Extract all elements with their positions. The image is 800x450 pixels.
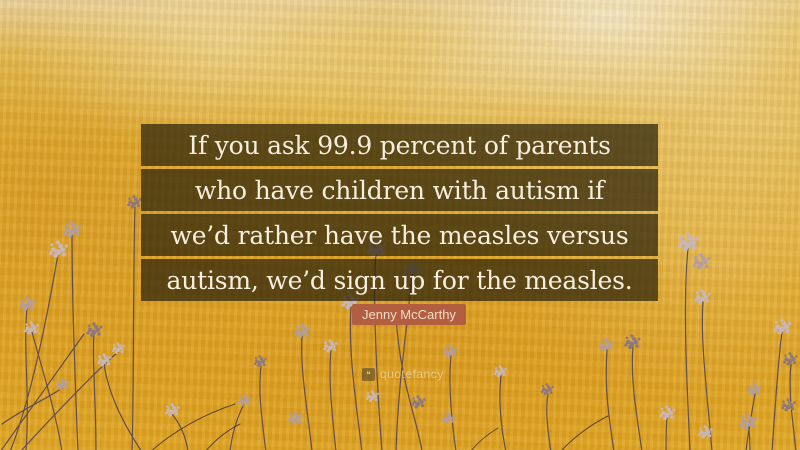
quote-icon: ❝ — [362, 367, 375, 381]
quote-block: If you ask 99.9 percent of parents who h… — [141, 124, 658, 304]
quote-line-1: If you ask 99.9 percent of parents — [141, 124, 658, 166]
quote-line-4: autism, we’d sign up for the measles. — [141, 259, 658, 301]
quote-line-3-text: we’d rather have the measles versus — [170, 220, 629, 250]
author-name: Jenny McCarthy — [362, 307, 456, 322]
quote-line-1-text: If you ask 99.9 percent of parents — [188, 130, 611, 160]
quote-line-3: we’d rather have the measles versus — [141, 214, 658, 256]
quotefancy-watermark: ❝ quotefancy — [362, 367, 444, 381]
quote-line-2: who have children with autism if — [141, 169, 658, 211]
watermark-label: quotefancy — [380, 367, 444, 381]
author-badge: Jenny McCarthy — [352, 304, 466, 325]
quote-line-4-text: autism, we’d sign up for the measles. — [166, 265, 633, 295]
quote-line-2-text: who have children with autism if — [194, 175, 605, 205]
